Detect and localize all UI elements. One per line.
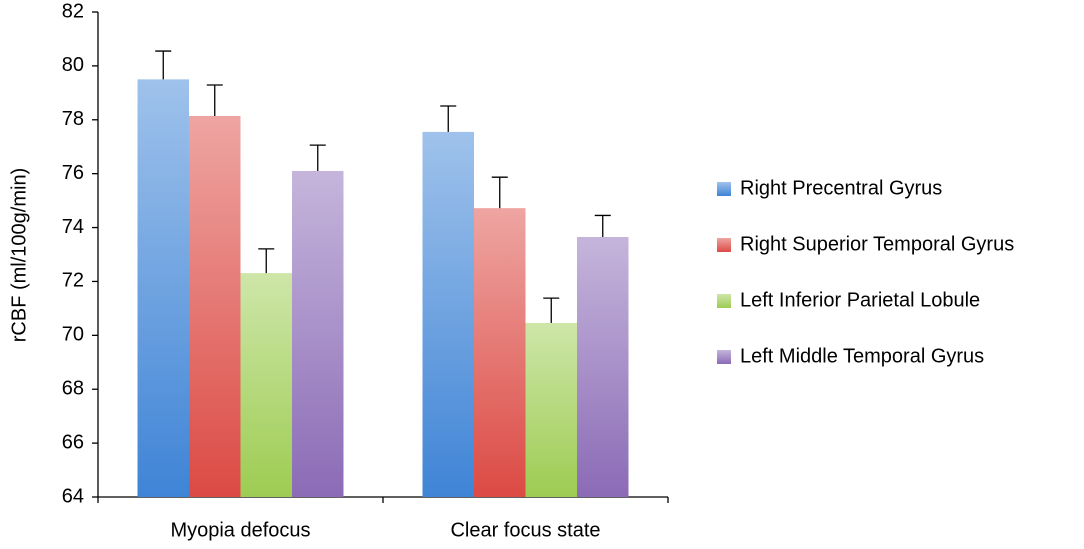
bar [240, 273, 292, 497]
x-tick-label: Myopia defocus [170, 519, 310, 541]
legend-label: Left Middle Temporal Gyrus [740, 345, 984, 367]
y-tick-label: 78 [62, 108, 84, 130]
legend-swatch [717, 182, 731, 196]
y-tick-label: 68 [62, 378, 84, 400]
bar [137, 79, 189, 497]
legend-swatch [717, 350, 731, 364]
y-tick-label: 72 [62, 270, 84, 292]
bar [474, 208, 526, 497]
y-tick-label: 80 [62, 54, 84, 76]
bar [577, 236, 629, 497]
bar [292, 170, 344, 497]
legend-label: Left Inferior Parietal Lobule [740, 289, 980, 311]
bar [525, 322, 577, 497]
legend-label: Right Precentral Gyrus [740, 177, 942, 199]
x-tick-label: Clear focus state [450, 519, 600, 541]
bar [189, 116, 241, 497]
legend-label: Right Superior Temporal Gyrus [740, 233, 1014, 255]
y-tick-label: 66 [62, 431, 84, 453]
legend-swatch [717, 238, 731, 252]
y-tick-label: 82 [62, 0, 84, 22]
y-tick-label: 64 [62, 485, 84, 507]
legend-swatch [717, 294, 731, 308]
y-tick-label: 70 [62, 324, 84, 346]
y-tick-label: 76 [62, 162, 84, 184]
y-tick-label: 74 [62, 216, 84, 238]
y-axis-label: rCBF (ml/100g/min) [8, 168, 30, 342]
bar [422, 131, 474, 497]
